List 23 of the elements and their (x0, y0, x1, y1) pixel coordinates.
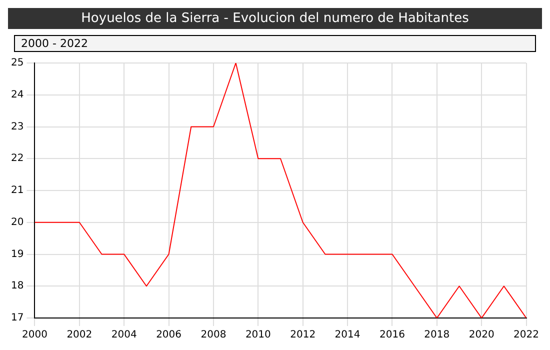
y-tick-label: 25 (10, 58, 24, 69)
x-tick-label: 2000 (22, 330, 48, 341)
chart-title: Hoyuelos de la Sierra - Evolucion del numero de Habitantes (8, 8, 542, 29)
y-tick-label: 24 (10, 89, 24, 100)
x-tick-label: 2016 (379, 330, 405, 341)
x-tick-label: 2004 (111, 330, 137, 341)
x-tick-label: 2008 (200, 330, 226, 341)
x-tick-label: 2006 (156, 330, 182, 341)
x-tick-label: 2010 (245, 330, 271, 341)
x-tick-label: 2014 (334, 330, 360, 341)
x-tick-label: 2020 (468, 330, 494, 341)
y-tick-label: 18 (10, 280, 24, 292)
y-tick-label: 17 (10, 312, 24, 324)
x-tick-label: 2002 (66, 330, 92, 341)
chart-subtitle: 2000 - 2022 (14, 35, 536, 52)
y-tick-label: 20 (10, 216, 24, 228)
x-tick-label: 2012 (290, 330, 316, 341)
x-tick-label: 2018 (424, 330, 450, 341)
y-tick-label: 22 (10, 153, 24, 164)
y-tick-label: 23 (10, 121, 24, 132)
y-tick-label: 19 (10, 248, 24, 260)
y-tick-label: 21 (10, 185, 24, 196)
x-tick-label: 2022 (514, 330, 539, 341)
